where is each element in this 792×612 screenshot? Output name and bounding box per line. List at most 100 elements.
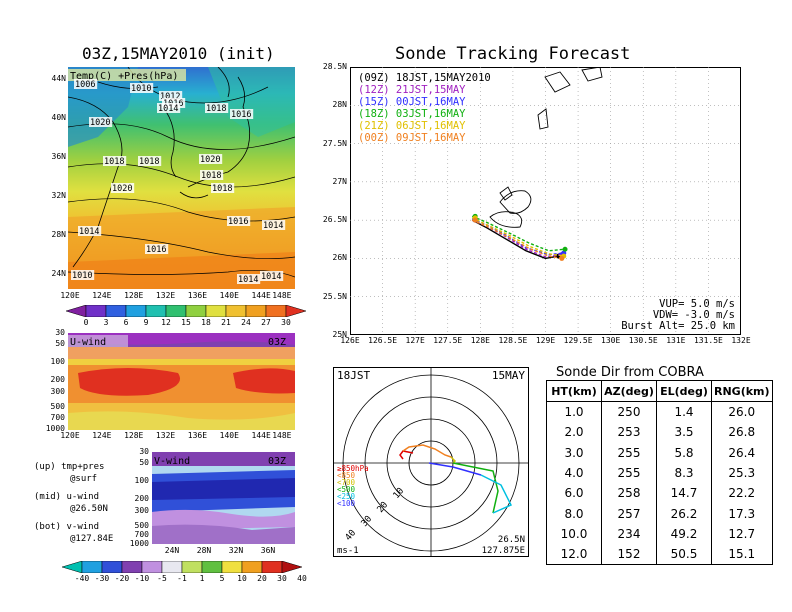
vdw-annotation: VDW= -3.0 m/s bbox=[653, 309, 735, 321]
track-y-tick: 25.5N bbox=[322, 291, 347, 301]
u-wind-x-tick: 124E bbox=[92, 431, 112, 440]
pressure-label: 1018 bbox=[206, 104, 226, 114]
track-x-tick: 127E bbox=[405, 336, 425, 345]
track-y-tick: 28N bbox=[332, 100, 347, 110]
track-startpoint bbox=[472, 217, 478, 223]
table-row: 10.0 234 49.2 12.7 bbox=[546, 523, 773, 545]
surface-y-tick: 44N bbox=[51, 74, 66, 83]
track-annotations: VUP= 5.0 m/s VDW= -3.0 m/s Burst Alt= 25… bbox=[621, 298, 735, 332]
pressure-label: 1016 bbox=[228, 217, 248, 227]
temperature-colorbar-tick: 27 bbox=[261, 318, 271, 327]
pressure-label: 1010 bbox=[72, 271, 92, 281]
track-endpoint bbox=[562, 246, 568, 252]
table-cell: 17.3 bbox=[711, 503, 773, 524]
table-cell: 12.0 bbox=[546, 544, 602, 566]
note-bot-level: @127.84E bbox=[70, 534, 114, 544]
u-wind-y-tick: 200 bbox=[50, 375, 65, 384]
surface-y-tick: 32N bbox=[51, 191, 66, 200]
colorbar-swatch bbox=[185, 305, 207, 317]
burst-annotation: Burst Alt= 25.0 km bbox=[621, 320, 735, 332]
colorbar-swatch bbox=[66, 305, 87, 317]
surface-y-tick: 24N bbox=[51, 269, 66, 278]
wind-colorbar-tick: -1 bbox=[177, 574, 187, 583]
surface-x-tick: 148E bbox=[272, 291, 292, 300]
surface-x-tick: 144E bbox=[251, 291, 271, 300]
table-cell: 26.0 bbox=[711, 401, 773, 423]
colorbar-swatch bbox=[201, 561, 223, 573]
u-wind-time-label: 03Z bbox=[268, 337, 286, 348]
pressure-label: 1016 bbox=[231, 110, 251, 120]
pressure-label: 1014 bbox=[79, 227, 99, 237]
hodograph-segment bbox=[450, 456, 457, 464]
temperature-colorbar-tick: 12 bbox=[161, 318, 171, 327]
surface-x-tick: 132E bbox=[155, 291, 176, 300]
pressure-label: 1016 bbox=[146, 245, 166, 255]
hodograph-legend-entry: <700 bbox=[337, 478, 356, 487]
hodograph-legend-entry: <100 bbox=[337, 499, 356, 508]
wind-colorbar-tick: 5 bbox=[219, 574, 225, 583]
v-wind-y-tick: 500 bbox=[134, 521, 149, 530]
hodograph-units: ms-1 bbox=[337, 546, 359, 556]
surface-map-title: 03Z,15MAY2010 (init) bbox=[82, 44, 275, 63]
colorbar-swatch bbox=[125, 305, 147, 317]
track-x-tick: 131.5E bbox=[693, 336, 723, 345]
u-wind-y-tick: 300 bbox=[50, 387, 65, 396]
track-line bbox=[471, 219, 559, 260]
hodograph-segment bbox=[428, 462, 482, 476]
pressure-label: 1018 bbox=[104, 157, 124, 167]
islands bbox=[489, 67, 603, 228]
hodograph-legend-entry: <850 bbox=[337, 471, 356, 480]
table-cell: 26.2 bbox=[656, 503, 712, 524]
track-line bbox=[471, 219, 562, 260]
table-cell: 12.7 bbox=[711, 523, 773, 545]
track-x-tick: 126E bbox=[340, 336, 360, 345]
u-wind-y-tick: 500 bbox=[50, 402, 65, 411]
colorbar-swatch bbox=[105, 305, 127, 317]
table-cell: 152 bbox=[601, 544, 657, 566]
colorbar-swatch bbox=[121, 561, 143, 573]
temperature-colorbar-tick: 18 bbox=[201, 318, 211, 327]
table-cell: 26.8 bbox=[711, 422, 773, 443]
hodograph-segment bbox=[480, 474, 513, 514]
colorbar-swatch bbox=[265, 305, 287, 317]
legend-12z: (12Z) 21JST,15MAY bbox=[358, 84, 466, 96]
note-mid: (mid) u-wind bbox=[34, 492, 100, 502]
u-wind-y-tick: 700 bbox=[50, 413, 65, 422]
pressure-label: 1020 bbox=[112, 184, 132, 194]
colorbar-swatch bbox=[261, 561, 283, 573]
track-x-tick: 132E bbox=[731, 336, 751, 345]
track-x-tick: 128E bbox=[470, 336, 490, 345]
note-bot: (bot) v-wind bbox=[34, 522, 100, 532]
v-wind-x-tick: 24N bbox=[164, 546, 180, 555]
pressure-labels: 1006 1010 1012 1016 1014 1020 1018 1016 1020 1018… bbox=[71, 79, 286, 285]
v-wind-y-tick: 300 bbox=[134, 506, 149, 515]
table-cell: 3.0 bbox=[546, 442, 602, 463]
wind-colorbar-tick: -5 bbox=[157, 574, 167, 583]
u-wind-y-tick: 30 bbox=[55, 328, 65, 337]
hodograph-segment bbox=[452, 462, 499, 514]
hodograph: 18JST 15MAY ms-1 26.5N 127.875E 10203040… bbox=[333, 367, 529, 557]
v-wind-y-tick: 1000 bbox=[129, 539, 149, 548]
note-up-level: @surf bbox=[70, 474, 98, 484]
table-cell: 50.5 bbox=[656, 544, 712, 566]
table-cell: 25.3 bbox=[711, 462, 773, 484]
hodograph-date: 15MAY bbox=[492, 369, 525, 382]
pressure-label: 1018 bbox=[212, 184, 232, 194]
table-cell: 10.0 bbox=[546, 523, 602, 545]
hodograph-segment bbox=[399, 450, 414, 460]
pressure-label: 1014 bbox=[263, 221, 283, 231]
u-wind-x-tick: 148E bbox=[272, 431, 292, 440]
colorbar-swatch bbox=[285, 305, 306, 317]
temperature-colorbar bbox=[66, 305, 306, 317]
u-wind-x-tick: 132E bbox=[155, 431, 176, 440]
legend-18z: (18Z) 03JST,16MAY bbox=[358, 108, 466, 120]
table-cell: 1.4 bbox=[656, 401, 712, 423]
colorbar-swatch bbox=[81, 561, 103, 573]
temperature-colorbar-tick: 3 bbox=[103, 318, 109, 327]
table-row: 12.0 152 50.5 15.1 bbox=[546, 544, 773, 566]
u-wind-x-tick: 120E bbox=[60, 431, 80, 440]
wind-colorbar-tick: 20 bbox=[257, 574, 267, 583]
track-line bbox=[471, 215, 566, 252]
track-x-tick: 129.5E bbox=[563, 336, 593, 345]
track-x-tick: 126.5E bbox=[368, 336, 398, 345]
